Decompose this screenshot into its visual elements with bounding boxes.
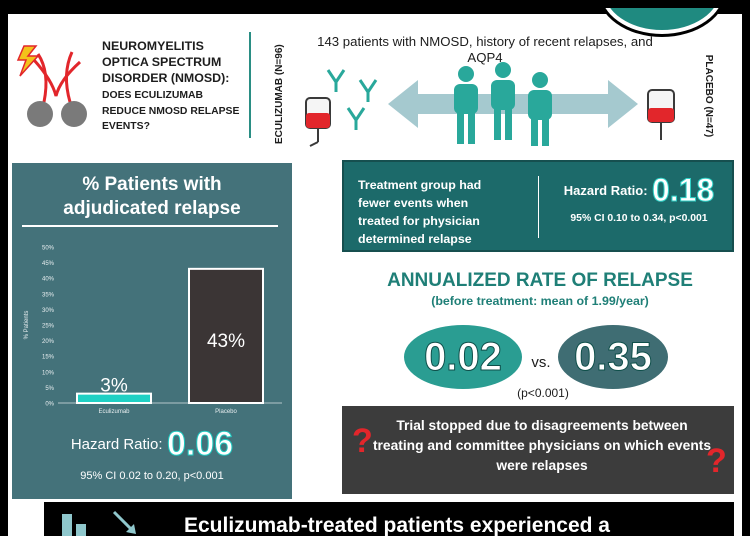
physician-hr-value: 0.18 bbox=[651, 172, 715, 209]
vs-label: vs. bbox=[531, 354, 551, 371]
iv-bag-icon bbox=[305, 97, 331, 147]
eculizumab-rate: 0.02 bbox=[424, 334, 503, 379]
placebo-bag-icon bbox=[647, 89, 675, 140]
bar-placebo bbox=[188, 267, 264, 405]
placebo-rate: 0.35 bbox=[574, 334, 653, 379]
header-title: NEUROMYELITIS OPTICA SPECTRUM DISORDER (… bbox=[102, 38, 248, 135]
y-tick-label: 15% bbox=[42, 355, 55, 361]
question-mark-icon: ? bbox=[706, 442, 727, 480]
bar-value-label: 3% bbox=[100, 376, 128, 397]
y-tick-label: 30% bbox=[42, 308, 55, 314]
chart-title-underline bbox=[22, 225, 278, 227]
y-tick-label: 25% bbox=[42, 324, 55, 330]
header-question: DOES ECULIZUMAB REDUCE NMOSD RELAPSE EVE… bbox=[102, 90, 240, 132]
arm-left-label: ECULIZUMAB (N=96) bbox=[274, 44, 285, 144]
y-tick-label: 10% bbox=[42, 370, 55, 376]
bar-value-label: 43% bbox=[207, 331, 245, 352]
placebo-rate-oval: 0.35 bbox=[558, 325, 668, 389]
chart-hr-label: Hazard Ratio: bbox=[70, 436, 163, 453]
chart-hazard-ratio: Hazard Ratio: 0.06 bbox=[12, 425, 292, 464]
x-tick-label: Placebo bbox=[215, 409, 237, 415]
y-tick-label: 0% bbox=[45, 402, 54, 408]
trial-illustration bbox=[305, 62, 675, 147]
y-tick-label: 45% bbox=[42, 261, 55, 267]
physician-hazard-ratio: Hazard Ratio: 0.18 95% CI 0.10 to 0.34, … bbox=[544, 172, 734, 225]
chart-hr-ci: 95% CI 0.02 to 0.20, p<0.001 bbox=[80, 470, 224, 482]
header-title-text: NEUROMYELITIS OPTICA SPECTRUM DISORDER (… bbox=[102, 39, 230, 85]
question-mark-icon: ? bbox=[352, 422, 373, 460]
bar-eculizumab bbox=[76, 392, 152, 404]
top-bar bbox=[8, 8, 742, 14]
physician-relapse-box: Treatment group had fewer events when tr… bbox=[342, 160, 734, 252]
annualized-p-value: (p<0.001) bbox=[517, 386, 569, 400]
people-icon bbox=[454, 62, 552, 146]
chart-title: % Patients with adjudicated relapse bbox=[12, 173, 292, 221]
teal-badge bbox=[600, 8, 724, 34]
physician-hr-label: Hazard Ratio: bbox=[563, 183, 648, 198]
annualized-title: ANNUALIZED RATE OF RELAPSE bbox=[387, 270, 693, 291]
conclusion-bar: Eculizumab-treated patients experienced … bbox=[44, 502, 734, 536]
neuron-icon bbox=[16, 45, 87, 127]
trial-stopped-box: ? Trial stopped due to disagreements bet… bbox=[342, 406, 734, 494]
header-divider bbox=[249, 32, 251, 138]
annualized-subtitle: (before treatment: mean of 1.99/year) bbox=[431, 294, 649, 308]
y-axis-label: % Patients bbox=[24, 311, 30, 340]
decline-chart-icon bbox=[62, 510, 136, 536]
header-description: 143 patients with NMOSD, history of rece… bbox=[317, 34, 653, 65]
y-tick-label: 5% bbox=[45, 386, 54, 392]
chart-hr-value: 0.06 bbox=[166, 425, 234, 464]
physician-hr-ci: 95% CI 0.10 to 0.34, p<0.001 bbox=[570, 213, 708, 224]
x-tick-label: Eculizumab bbox=[98, 409, 130, 415]
relapse-bar-chart: 0% 5% 10% 15% 20% 25% 30% 35% 40% 45% 50% % Patient… bbox=[24, 246, 282, 415]
trial-stopped-text: Trial stopped due to disagreements betwe… bbox=[372, 418, 712, 473]
antibody-icon bbox=[326, 69, 378, 130]
arm-right-label: PLACEBO (N=47) bbox=[703, 54, 714, 138]
y-tick-label: 35% bbox=[42, 292, 55, 298]
y-tick-label: 50% bbox=[42, 246, 55, 252]
chart-title-line1: % Patients with bbox=[82, 174, 222, 195]
infographic: NEUROMYELITIS OPTICA SPECTRUM DISORDER (… bbox=[8, 8, 742, 536]
eculizumab-rate-oval: 0.02 bbox=[404, 325, 522, 389]
y-tick-label: 20% bbox=[42, 339, 55, 345]
relapse-chart-panel: % Patients with adjudicated relapse 0% 5%… bbox=[12, 163, 292, 499]
conclusion-text: Eculizumab-treated patients experienced … bbox=[184, 514, 610, 536]
chart-title-line2: adjudicated relapse bbox=[63, 198, 241, 219]
y-tick-label: 40% bbox=[42, 277, 55, 283]
physician-relapse-text: Treatment group had fewer events when tr… bbox=[358, 178, 482, 246]
hazard-divider bbox=[538, 176, 539, 238]
